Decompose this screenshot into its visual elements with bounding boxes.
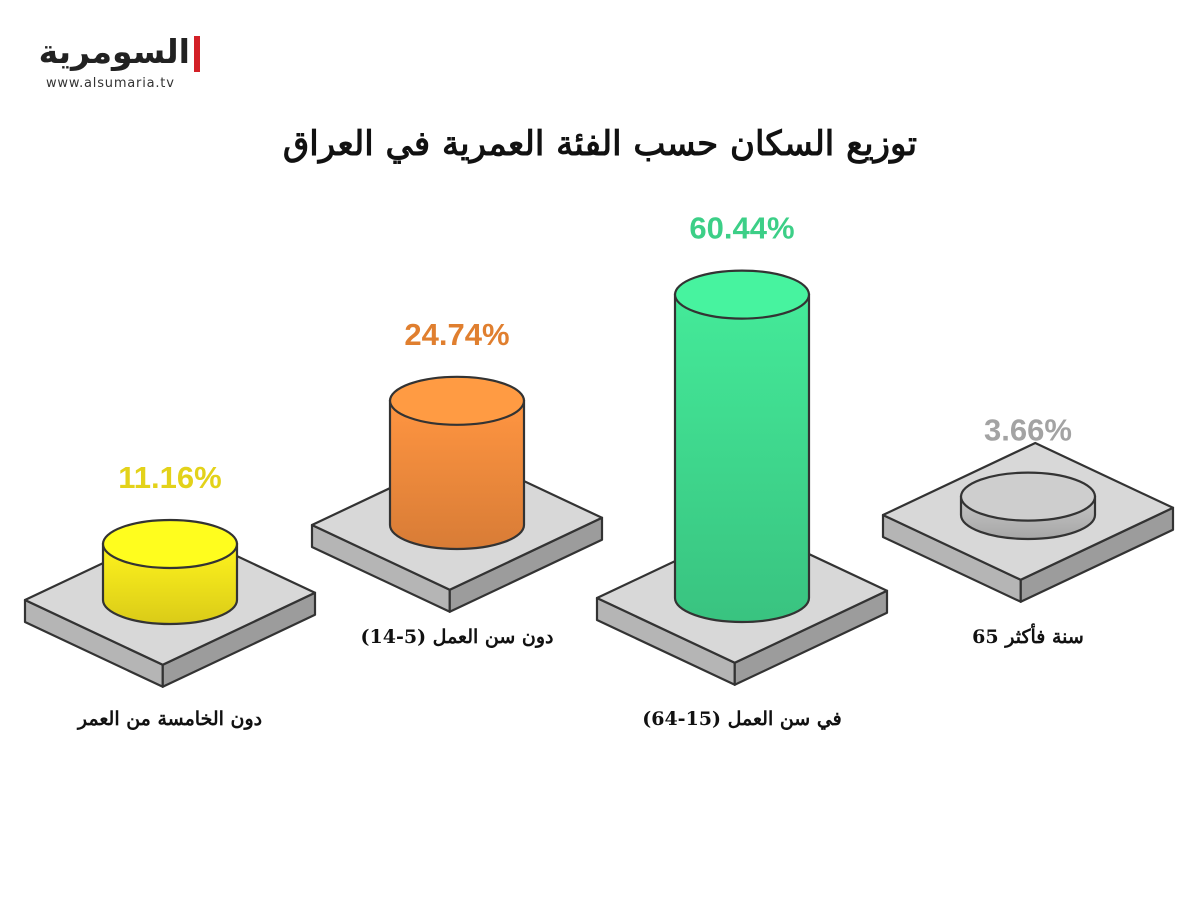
brand-url: www.alsumaria.tv	[46, 76, 175, 91]
brand-red-bar	[194, 36, 200, 72]
bar-2	[673, 293, 811, 624]
bar-top-2	[673, 269, 811, 320]
cylinder-group	[595, 269, 889, 686]
cylinder-group	[881, 441, 1175, 603]
category-label-3: سنة فأكثر 65	[972, 623, 1084, 648]
value-label-1: 24.74%	[404, 317, 509, 352]
category-label-0: دون الخامسة من العمر	[76, 708, 262, 730]
brand-name: السومرية	[38, 32, 190, 71]
category-label-1: دون سن العمل (5-14)	[361, 626, 554, 648]
bar-top-1	[388, 375, 526, 426]
cylinder-group	[310, 375, 604, 613]
bar-top-0	[101, 518, 239, 570]
brand-logo: السومرية www.alsumaria.tv	[38, 30, 217, 100]
bar-1	[388, 399, 526, 551]
value-label-3: 3.66%	[984, 413, 1072, 448]
value-label-2: 60.44%	[689, 211, 794, 246]
cylinder-group	[23, 518, 317, 688]
bar-top-3	[959, 471, 1097, 522]
value-label-0: 11.16%	[118, 460, 221, 495]
category-label-2: في سن العمل (15-64)	[642, 708, 842, 731]
chart-title: توزيع السكان حسب الفئة العمرية في العراق	[282, 124, 918, 164]
